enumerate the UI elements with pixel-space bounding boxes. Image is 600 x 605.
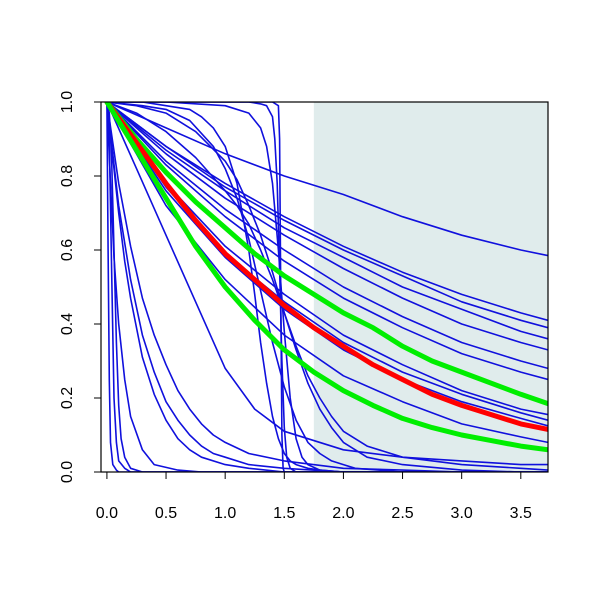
y-tick-label: 0.4: [59, 313, 76, 335]
x-tick-label: 3.5: [510, 505, 532, 522]
x-tick-label: 0.0: [96, 505, 118, 522]
y-tick-label: 0.0: [59, 461, 76, 483]
series-line-blue-11: [106, 102, 548, 466]
series-line-green-26: [104, 102, 548, 407]
x-tick-label: 0.5: [155, 505, 177, 522]
series-line-blue-18: [106, 102, 548, 472]
y-tick-label: 0.6: [59, 239, 76, 261]
shaded-region: [313, 102, 548, 472]
x-tick-label: 1.5: [273, 505, 295, 522]
axes-layer: 0.0 0.5 1.0 1.5 2.0 2.5 3.0 3.5 0.0 0.2 0.4 0.6 0.8 1…: [59, 91, 549, 522]
series-line-blue-23: [106, 102, 548, 472]
series-line-blue-13: [106, 102, 548, 472]
series-line-blue-17: [106, 102, 548, 472]
x-tick-label: 2.5: [391, 505, 413, 522]
y-tick-label: 1.0: [59, 91, 76, 113]
series-line-blue-25: [106, 102, 548, 472]
series-line-blue-3: [106, 102, 548, 340]
series-lines-layer: [104, 102, 548, 472]
series-line-blue-6: [106, 102, 548, 381]
series-line-blue-9: [106, 102, 548, 427]
series-line-blue-2: [106, 102, 548, 329]
x-tick-label: 2.0: [332, 505, 354, 522]
y-tick-label: 0.2: [59, 387, 76, 409]
series-line-blue-15: [106, 102, 548, 472]
y-tick-label: 0.8: [59, 165, 76, 187]
series-line-blue-0: [106, 102, 548, 257]
plot-frame: [100, 101, 549, 473]
series-line-blue-19: [106, 102, 548, 472]
series-line-red-27: [104, 102, 548, 432]
shaded-region-layer: [313, 102, 548, 472]
series-line-green-28: [104, 102, 548, 453]
series-line-blue-20: [106, 102, 548, 472]
x-tick-label: 3.0: [451, 505, 473, 522]
series-line-blue-1: [106, 102, 548, 322]
x-tick-label: 1.0: [214, 505, 236, 522]
series-line-blue-5: [106, 102, 548, 370]
series-line-blue-24: [106, 102, 548, 472]
series-line-blue-21: [106, 102, 548, 472]
series-line-blue-4: [106, 102, 548, 351]
